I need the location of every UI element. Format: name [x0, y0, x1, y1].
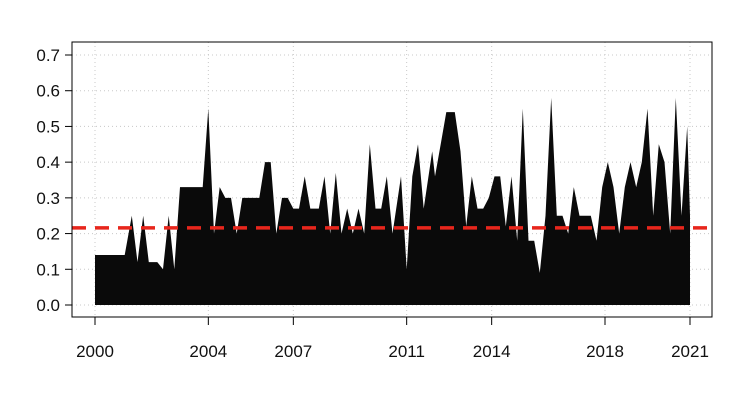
y-tick-label: 0.5 [36, 117, 60, 136]
x-tick-label: 2014 [473, 342, 511, 361]
axis-layer: 2000 2004 2007 2011 2014 2018 2021 0.0 0.1 0.2 0.3… [36, 46, 709, 361]
y-tick-label: 0.3 [36, 189, 60, 208]
x-tick-label: 2004 [189, 342, 227, 361]
y-tick-label: 0.6 [36, 82, 60, 101]
x-tick-label: 2018 [586, 342, 624, 361]
x-tick-label: 2000 [76, 342, 114, 361]
area-layer [95, 97, 690, 306]
y-tick-label: 0.4 [36, 153, 60, 172]
area-series [95, 97, 690, 306]
x-tick-label: 2007 [274, 342, 312, 361]
y-tick-label: 0.0 [36, 296, 60, 315]
x-tick-label: 2011 [388, 342, 425, 361]
y-tick-label: 0.2 [36, 225, 60, 244]
y-tick-label: 0.7 [36, 46, 60, 65]
y-tick-label: 0.1 [36, 260, 60, 279]
x-tick-label: 2021 [671, 342, 709, 361]
